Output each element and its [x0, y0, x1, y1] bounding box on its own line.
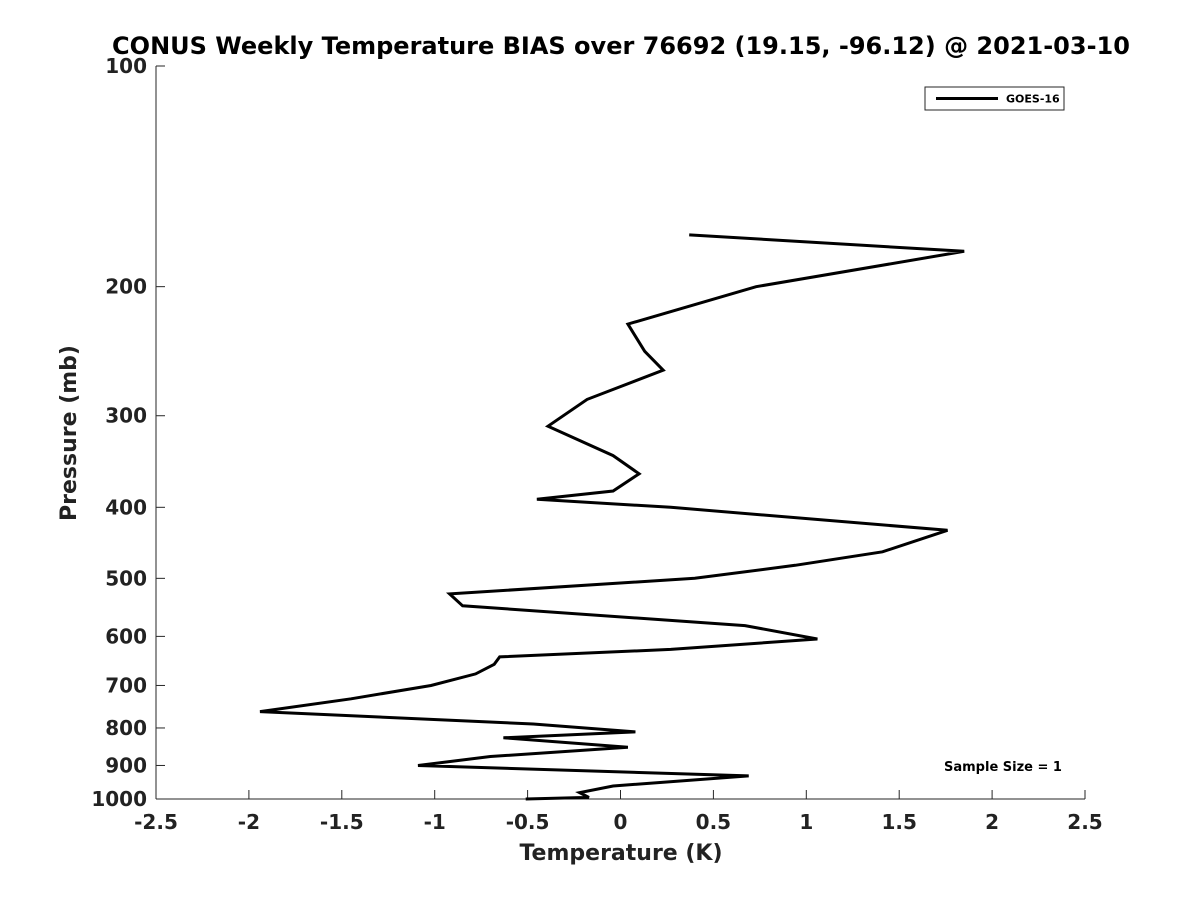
x-axis-label: Temperature (K) — [519, 841, 722, 866]
x-tick-label: 1.5 — [881, 810, 916, 834]
x-tick-label: -0.5 — [506, 810, 550, 834]
y-tick-label: 500 — [105, 566, 147, 590]
y-tick-label: 200 — [105, 275, 147, 299]
x-tick-label: -1 — [424, 810, 446, 834]
y-tick-label: 700 — [105, 673, 147, 697]
x-tick-label: 2 — [985, 810, 999, 834]
y-tick-label: 600 — [105, 624, 147, 648]
y-tick-label: 800 — [105, 716, 147, 740]
x-tick-label: 2.5 — [1067, 810, 1102, 834]
x-tick-label: -2.5 — [134, 810, 178, 834]
y-tick-label: 100 — [105, 54, 147, 78]
y-tick-label: 400 — [105, 495, 147, 519]
x-tick-label: 1 — [799, 810, 813, 834]
y-tick-label: 300 — [105, 404, 147, 428]
x-tick-label: 0 — [614, 810, 628, 834]
chart-title: CONUS Weekly Temperature BIAS over 76692… — [112, 32, 1130, 60]
x-tick-label: -2 — [238, 810, 260, 834]
y-tick-label: 1000 — [91, 787, 147, 811]
plot-area: -2.5 -2 -1.5 -1 -0.5 0 0.5 1 1.5 2 2.5 100 200 300 400… — [91, 54, 1102, 834]
x-tick-label: 0.5 — [696, 810, 731, 834]
legend-label: GOES-16 — [1006, 93, 1060, 106]
y-tick-label: 900 — [105, 753, 147, 777]
y-axis-label: Pressure (mb) — [57, 345, 82, 521]
sample-size-annotation: Sample Size = 1 — [944, 760, 1062, 775]
x-tick-label: -1.5 — [320, 810, 364, 834]
series-line-goes-16 — [259, 233, 965, 801]
